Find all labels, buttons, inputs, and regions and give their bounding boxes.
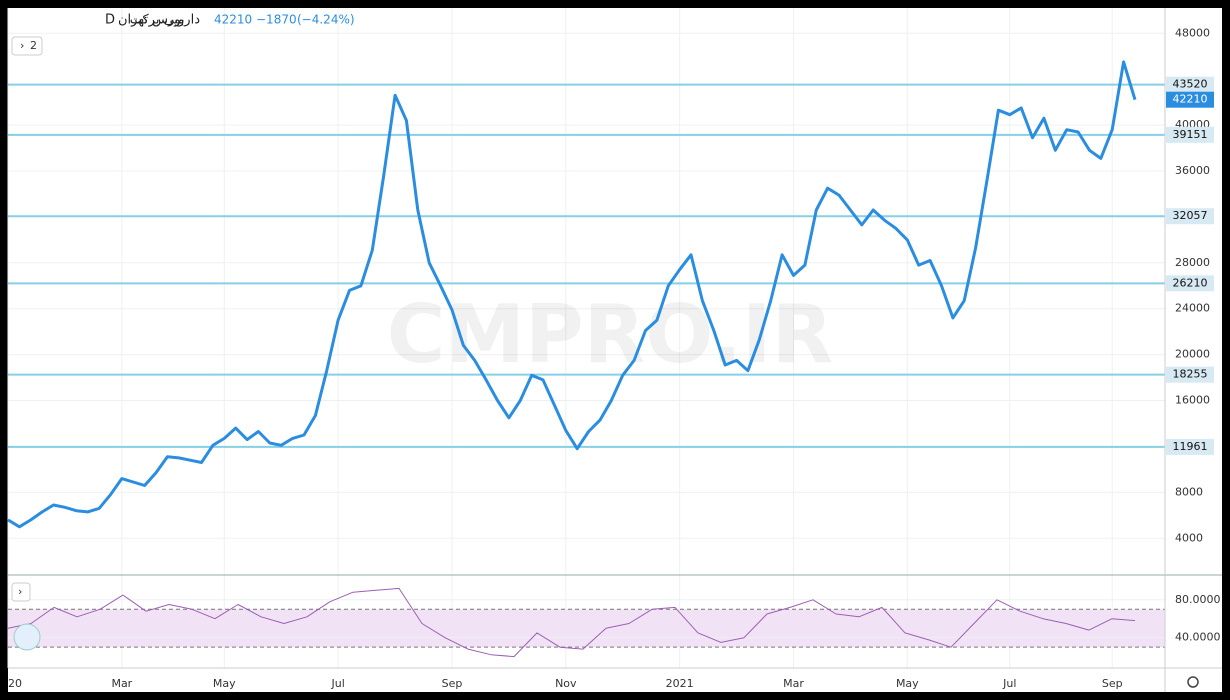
- level-box: [1166, 438, 1214, 455]
- level-box: [1166, 76, 1214, 93]
- level-label: 11961: [1173, 440, 1208, 453]
- level-box: [1166, 208, 1214, 225]
- y-tick-label: 8000: [1175, 485, 1203, 498]
- level-box: [1166, 366, 1214, 383]
- change-percent: (−4.24%): [297, 13, 355, 27]
- level-box: [1166, 126, 1214, 143]
- x-tick-label: 2021: [666, 677, 694, 690]
- y-tick-label: 28000: [1175, 256, 1210, 269]
- last-price-label: 42210: [1173, 93, 1208, 106]
- x-tick-label: Sep: [1102, 677, 1123, 690]
- y-tick-label: 48000: [1175, 26, 1210, 39]
- rsi-line: [7, 587, 1136, 658]
- chevron: ›: [20, 39, 24, 52]
- level-label: 18255: [1173, 368, 1208, 381]
- x-tick-label: May: [213, 677, 236, 690]
- settings[interactable]: [1187, 676, 1199, 688]
- level-label: 43520: [1173, 78, 1208, 91]
- y-tick-label: 36000: [1175, 164, 1210, 177]
- x-tick-label: Mar: [783, 677, 804, 690]
- grid: [7, 8, 1165, 668]
- interval: D: [105, 13, 115, 28]
- rsi-band: [8, 609, 1165, 648]
- y-tick-label: 40.0000: [1175, 631, 1221, 644]
- indicator-count: 2: [30, 39, 37, 52]
- level-label: 32057: [1173, 209, 1208, 222]
- logo: [13, 623, 41, 651]
- y-tick-label: 16000: [1175, 394, 1210, 407]
- indicator-toggle[interactable]: [11, 36, 43, 56]
- x-tick-label: 20: [8, 677, 22, 690]
- x-tick-label: Jul: [330, 677, 344, 690]
- price-line: [7, 60, 1137, 529]
- canvas: [8, 8, 1222, 692]
- level-label: 39151: [1173, 128, 1208, 141]
- level-box: [1166, 275, 1214, 292]
- rsi-toggle[interactable]: [11, 582, 31, 602]
- last-price: 42210: [214, 13, 252, 27]
- exchange: بورس تهران: [118, 13, 185, 28]
- watermark: CMPRO.IR: [387, 288, 834, 381]
- x-tick-label: Mar: [111, 677, 132, 690]
- level-label: 26210: [1173, 276, 1208, 289]
- x-tick-label: Nov: [555, 677, 577, 690]
- x-tick-label: May: [896, 677, 919, 690]
- chevron: ›: [18, 585, 22, 598]
- x-tick-label: Jul: [1002, 677, 1016, 690]
- change: −1870: [256, 13, 297, 27]
- x-tick-label: Sep: [442, 677, 463, 690]
- symbol: دارویی برکت: [130, 13, 200, 28]
- plot: [7, 60, 1165, 658]
- y-tick-label: 24000: [1175, 302, 1210, 315]
- y-tick-label: 80.0000: [1175, 593, 1221, 606]
- last-price-box: [1166, 91, 1214, 108]
- y-tick-label: 4000: [1175, 531, 1203, 544]
- y-tick-label: 20000: [1175, 348, 1210, 361]
